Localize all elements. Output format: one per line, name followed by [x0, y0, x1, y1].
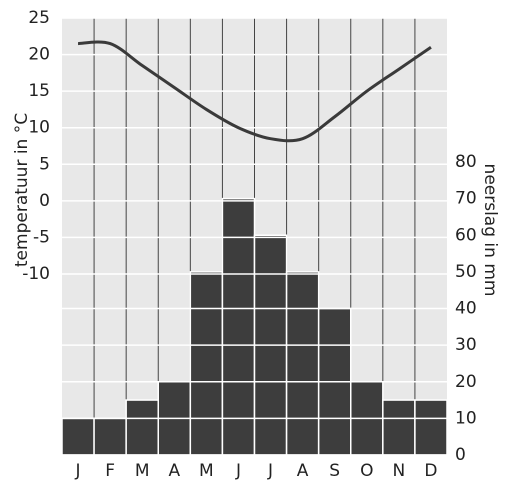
y2-tick-label: 60	[455, 225, 477, 245]
y-tick-label: 15	[28, 81, 50, 101]
x-tick-label: D	[424, 461, 437, 481]
y-tick-label: -10	[22, 264, 50, 284]
x-tick-label: J	[75, 461, 81, 481]
y2-tick-label: 70	[455, 189, 477, 209]
y-tick-label: 5	[39, 154, 50, 174]
y-tick-label: -5	[33, 227, 50, 247]
y-tick-label: 0	[39, 191, 50, 211]
y2-tick-label: 80	[455, 152, 477, 172]
x-tick-label: F	[105, 461, 115, 481]
y2-tick-label: 0	[455, 445, 466, 465]
temperature-line	[77, 40, 432, 143]
bar	[61, 417, 95, 456]
y2-tick-label: 40	[455, 299, 477, 319]
x-tick-label: A	[168, 461, 180, 481]
bar	[93, 417, 127, 456]
bar	[285, 271, 320, 456]
x-tick-label: J	[235, 461, 241, 481]
x-tick-label: N	[393, 461, 406, 481]
y2-tick-label: 50	[455, 262, 477, 282]
y2-tick-label: 30	[455, 335, 477, 355]
x-tick-label: O	[360, 461, 373, 481]
y2-tick-label: 10	[455, 408, 477, 428]
x-tick-label: A	[297, 461, 309, 481]
y-tick-label: 25	[28, 8, 50, 28]
bar	[382, 399, 416, 456]
bar	[414, 399, 448, 456]
y-axis-label: temperatuur in °C	[12, 113, 32, 267]
y2-axis-label: neerslag in mm	[480, 164, 500, 297]
x-tick-label: M	[199, 461, 214, 481]
y-tick-label: 20	[28, 45, 50, 65]
y2-tick-label: 20	[455, 372, 477, 392]
x-tick-label: S	[329, 461, 340, 481]
x-tick-label: J	[267, 461, 273, 481]
bar	[125, 399, 159, 456]
y-tick-label: 10	[28, 118, 50, 138]
x-tick-label: M	[135, 461, 150, 481]
bar	[189, 271, 224, 456]
